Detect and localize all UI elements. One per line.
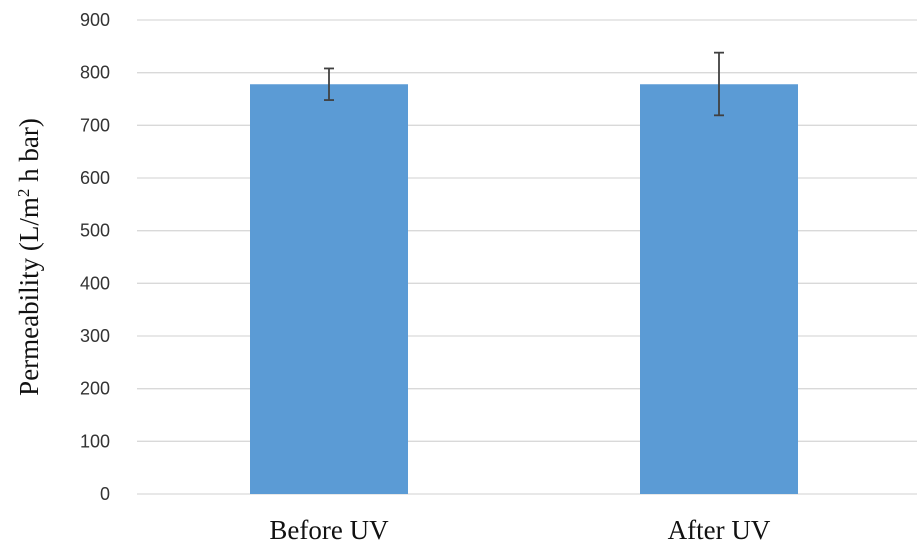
y-axis-title: Permeability (L/m2 h bar) (14, 118, 44, 396)
y-tick-label: 800 (80, 63, 110, 83)
x-tick-label: Before UV (269, 515, 389, 545)
y-tick-labels: 0 100 200 300 400 500 600 700 800 900 (80, 10, 110, 504)
y-tick-label: 100 (80, 431, 110, 451)
error-bars (324, 51, 724, 117)
bar (640, 84, 798, 495)
y-tick-label: 700 (80, 115, 110, 135)
y-tick-label: 600 (80, 168, 110, 188)
y-tick-label: 500 (80, 221, 110, 241)
x-tick-label: After UV (668, 515, 771, 545)
bars (250, 84, 798, 495)
y-tick-label: 300 (80, 326, 110, 346)
y-tick-label: 400 (80, 273, 110, 293)
y-tick-label: 0 (100, 484, 110, 504)
y-tick-label: 900 (80, 10, 110, 30)
y-tick-label: 200 (80, 379, 110, 399)
y-axis-title-main: Permeability (L/m (14, 197, 44, 396)
x-tick-labels: Before UV After UV (269, 515, 770, 545)
y-axis-title-tail: h bar) (14, 118, 44, 188)
bar (250, 84, 408, 495)
y-axis-title-superscript: 2 (14, 189, 33, 198)
